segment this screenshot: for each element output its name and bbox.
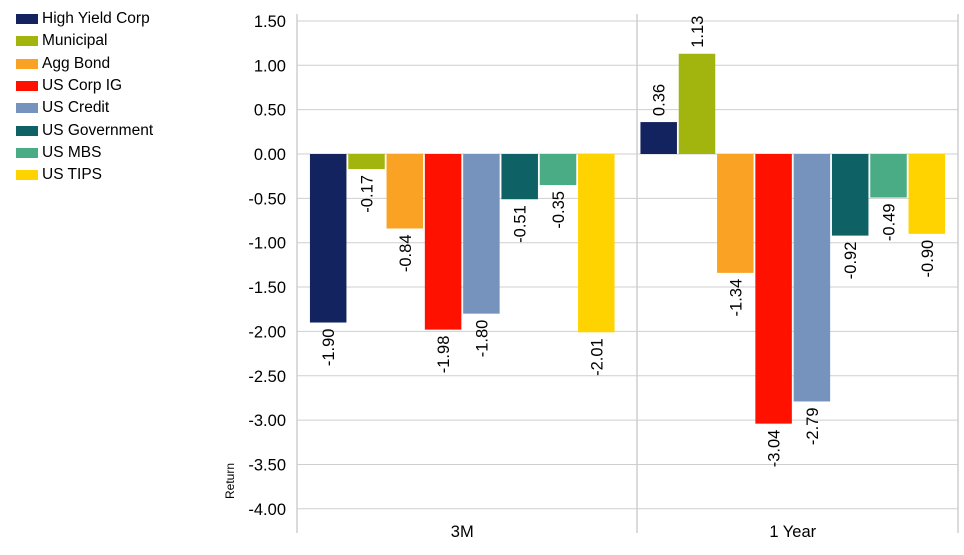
data-label: -1.80: [473, 320, 491, 358]
bar: [463, 154, 500, 314]
bar: [755, 154, 792, 424]
legend-item: US MBS: [16, 142, 153, 164]
bar: [870, 154, 907, 198]
bar: [717, 154, 754, 273]
legend-swatch: [16, 58, 38, 69]
data-label: -0.84: [397, 235, 415, 273]
bar: [501, 154, 538, 200]
legend-swatch: [16, 103, 38, 114]
bar: [309, 154, 347, 323]
y-tick-label: 1.00: [254, 57, 286, 75]
legend-label: High Yield Corp: [42, 10, 150, 28]
data-label: -1.90: [320, 329, 338, 367]
data-label: -0.49: [881, 203, 899, 241]
legend-label: US Credit: [42, 99, 110, 117]
legend-label: US MBS: [42, 143, 102, 161]
legend-swatch: [16, 36, 38, 47]
data-label: -0.35: [550, 191, 568, 229]
bar: [578, 154, 615, 333]
y-tick-label: 1.50: [254, 13, 286, 31]
legend-item: US Credit: [16, 97, 153, 119]
x-category-label: 3M: [451, 523, 474, 541]
data-label: -1.34: [727, 279, 745, 317]
bar: [831, 154, 869, 236]
x-category-label: 1 Year: [769, 523, 816, 541]
data-label: -2.01: [588, 338, 606, 376]
y-tick-label: 0.00: [254, 146, 286, 164]
data-label: -3.04: [766, 430, 784, 468]
bar: [386, 154, 424, 229]
data-label: -0.17: [359, 175, 377, 213]
legend-item: Municipal: [16, 30, 153, 52]
legend-swatch: [16, 14, 38, 25]
y-tick-label: -0.50: [248, 190, 286, 208]
bar: [678, 53, 716, 155]
y-tick-label: -1.50: [248, 279, 286, 297]
legend-item: Agg Bond: [16, 53, 153, 75]
legend-swatch: [16, 147, 38, 158]
data-label: -0.92: [842, 242, 860, 280]
legend-item: US Corp IG: [16, 75, 153, 97]
legend-label: Agg Bond: [42, 54, 111, 72]
legend: High Yield Corp Municipal Agg Bond US Corp …: [16, 8, 153, 186]
legend-label: US Government: [42, 121, 154, 139]
data-label: -2.79: [804, 407, 822, 445]
data-label: 0.36: [651, 84, 669, 116]
y-tick-label: -3.00: [248, 412, 286, 430]
data-label: -0.90: [919, 240, 937, 278]
legend-label: US Corp IG: [42, 77, 123, 95]
legend-item: US TIPS: [16, 164, 153, 186]
bar: [348, 154, 385, 170]
data-label: -0.51: [512, 205, 530, 243]
y-tick-label: -2.50: [248, 368, 286, 386]
bar: [640, 122, 677, 154]
y-tick-label: -1.00: [248, 235, 286, 253]
bar: [539, 154, 577, 186]
legend-label: Municipal: [42, 32, 108, 50]
data-label: -1.98: [435, 336, 453, 374]
y-tick-label: -2.00: [248, 323, 286, 341]
legend-item: US Government: [16, 119, 153, 141]
y-tick-label: -3.50: [248, 456, 286, 474]
legend-swatch: [16, 170, 38, 181]
bar: [424, 154, 462, 330]
y-tick-label: 0.50: [254, 102, 286, 120]
y-tick-label: -4.00: [248, 501, 286, 519]
y-axis-title: Return: [223, 463, 237, 499]
legend-item: High Yield Corp: [16, 8, 153, 30]
bar: [793, 154, 831, 402]
legend-swatch: [16, 81, 38, 92]
legend-swatch: [16, 125, 38, 136]
bar: [908, 154, 946, 234]
data-label: 1.13: [689, 16, 707, 48]
legend-label: US TIPS: [42, 166, 103, 184]
